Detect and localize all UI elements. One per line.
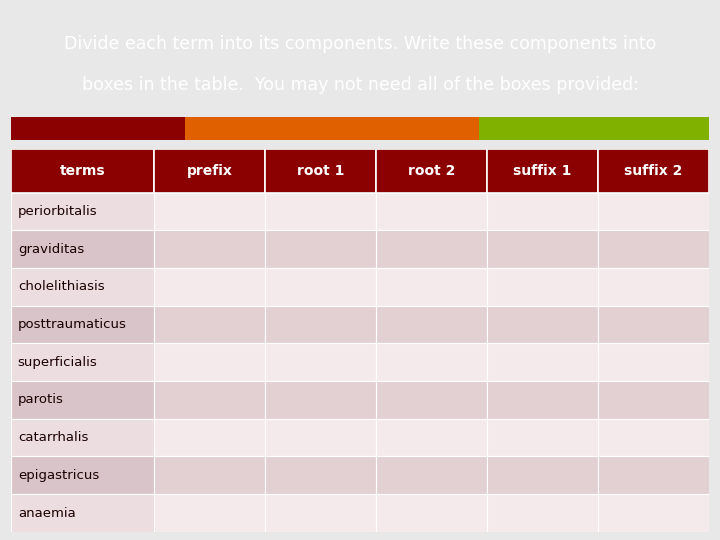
Bar xyxy=(265,456,376,494)
Bar xyxy=(487,193,598,230)
Bar xyxy=(154,419,265,456)
Bar xyxy=(265,381,376,419)
Text: suffix 2: suffix 2 xyxy=(624,164,683,178)
Bar xyxy=(376,381,487,419)
Bar xyxy=(376,419,487,456)
Bar xyxy=(487,148,598,193)
Bar xyxy=(376,456,487,494)
Text: parotis: parotis xyxy=(18,394,63,407)
Text: posttraumaticus: posttraumaticus xyxy=(18,318,127,331)
Bar xyxy=(598,494,709,532)
Text: root 2: root 2 xyxy=(408,164,455,178)
Bar xyxy=(265,268,376,306)
Bar xyxy=(487,268,598,306)
Bar xyxy=(598,419,709,456)
Bar xyxy=(487,456,598,494)
Bar xyxy=(154,343,265,381)
Bar xyxy=(376,230,487,268)
Text: terms: terms xyxy=(60,164,105,178)
Text: boxes in the table.  You may not need all of the boxes provided:: boxes in the table. You may not need all… xyxy=(81,76,639,94)
Bar xyxy=(154,230,265,268)
Bar xyxy=(11,306,154,343)
Bar xyxy=(487,230,598,268)
Text: prefix: prefix xyxy=(186,164,233,178)
Bar xyxy=(186,117,479,140)
Bar xyxy=(11,456,154,494)
Bar xyxy=(598,193,709,230)
Bar xyxy=(11,193,154,230)
Bar xyxy=(11,148,154,193)
Bar xyxy=(598,230,709,268)
Bar xyxy=(11,230,154,268)
Bar xyxy=(265,306,376,343)
Bar xyxy=(376,306,487,343)
Bar xyxy=(487,494,598,532)
Bar xyxy=(11,381,154,419)
Bar xyxy=(11,268,154,306)
Bar xyxy=(154,381,265,419)
Bar xyxy=(479,117,709,140)
Bar xyxy=(376,494,487,532)
Bar xyxy=(11,419,154,456)
Bar xyxy=(154,193,265,230)
Bar xyxy=(376,343,487,381)
Bar xyxy=(11,343,154,381)
Bar xyxy=(11,117,186,140)
Text: periorbitalis: periorbitalis xyxy=(18,205,97,218)
Text: cholelithiasis: cholelithiasis xyxy=(18,280,104,293)
Bar xyxy=(376,193,487,230)
Bar xyxy=(154,494,265,532)
Bar xyxy=(265,494,376,532)
Text: Divide each term into its components. Write these components into: Divide each term into its components. Wr… xyxy=(64,35,656,53)
Bar xyxy=(154,456,265,494)
Bar xyxy=(265,193,376,230)
Bar xyxy=(598,381,709,419)
Text: superficialis: superficialis xyxy=(18,356,97,369)
Text: epigastricus: epigastricus xyxy=(18,469,99,482)
Bar xyxy=(376,268,487,306)
Text: anaemia: anaemia xyxy=(18,507,76,519)
Text: root 1: root 1 xyxy=(297,164,344,178)
Bar xyxy=(154,148,265,193)
Bar xyxy=(265,343,376,381)
Text: catarrhalis: catarrhalis xyxy=(18,431,88,444)
Bar xyxy=(487,381,598,419)
Bar xyxy=(154,306,265,343)
Bar xyxy=(154,268,265,306)
Bar xyxy=(487,343,598,381)
Text: suffix 1: suffix 1 xyxy=(513,164,572,178)
Bar xyxy=(487,419,598,456)
Bar xyxy=(265,148,376,193)
Bar xyxy=(598,456,709,494)
Text: graviditas: graviditas xyxy=(18,242,84,255)
Bar xyxy=(598,306,709,343)
Bar xyxy=(265,230,376,268)
Bar xyxy=(11,494,154,532)
Bar xyxy=(598,148,709,193)
Bar xyxy=(487,306,598,343)
Bar xyxy=(598,343,709,381)
Bar xyxy=(598,268,709,306)
Bar xyxy=(376,148,487,193)
Bar xyxy=(265,419,376,456)
